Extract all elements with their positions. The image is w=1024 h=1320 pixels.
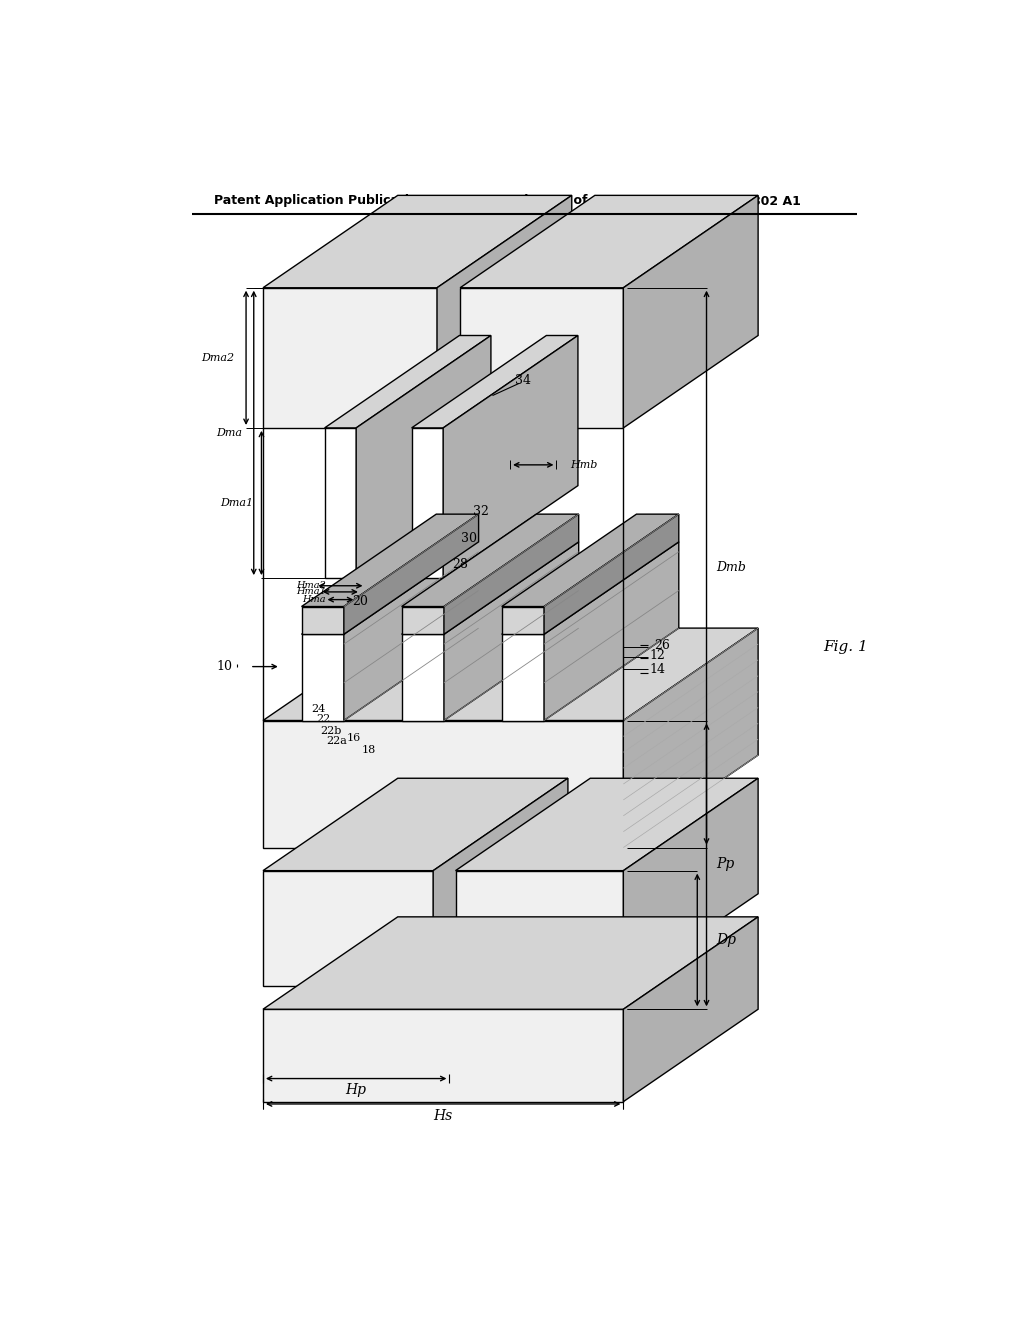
Polygon shape — [502, 635, 544, 721]
Polygon shape — [544, 515, 679, 635]
Polygon shape — [443, 335, 578, 578]
Text: Dma2: Dma2 — [202, 352, 234, 363]
Polygon shape — [456, 871, 624, 986]
Polygon shape — [624, 628, 758, 847]
Polygon shape — [401, 515, 579, 607]
Polygon shape — [437, 195, 571, 428]
Text: 22: 22 — [316, 714, 330, 723]
Polygon shape — [401, 607, 444, 635]
Text: 12: 12 — [649, 648, 666, 661]
Text: Hma2: Hma2 — [296, 581, 326, 590]
Polygon shape — [401, 635, 444, 721]
Polygon shape — [433, 779, 568, 986]
Text: Hmb: Hmb — [570, 459, 598, 470]
Polygon shape — [263, 288, 437, 428]
Polygon shape — [624, 917, 758, 1102]
Polygon shape — [263, 779, 568, 871]
Text: Hma: Hma — [302, 595, 326, 605]
Polygon shape — [444, 515, 579, 635]
Text: Pp: Pp — [716, 858, 734, 871]
Polygon shape — [412, 335, 578, 428]
Polygon shape — [263, 628, 758, 721]
Text: 32: 32 — [473, 504, 488, 517]
Polygon shape — [502, 543, 679, 635]
Text: 22b: 22b — [321, 726, 341, 735]
Polygon shape — [502, 607, 544, 635]
Polygon shape — [301, 543, 478, 635]
Text: Hs: Hs — [433, 1109, 453, 1122]
Polygon shape — [460, 288, 624, 428]
Text: 16: 16 — [347, 733, 361, 743]
Polygon shape — [544, 543, 679, 721]
Polygon shape — [301, 515, 478, 607]
Text: Dma1: Dma1 — [220, 498, 254, 508]
Polygon shape — [263, 871, 433, 986]
Polygon shape — [344, 515, 478, 635]
Text: 26: 26 — [654, 639, 670, 652]
Polygon shape — [263, 721, 624, 847]
Polygon shape — [502, 515, 679, 607]
Text: Hp: Hp — [346, 1084, 367, 1097]
Text: 20: 20 — [352, 594, 368, 607]
Text: Hma1: Hma1 — [296, 587, 326, 597]
Polygon shape — [263, 1010, 624, 1102]
Polygon shape — [325, 335, 490, 428]
Text: Dmb: Dmb — [716, 561, 745, 574]
Polygon shape — [356, 335, 490, 578]
Text: 34: 34 — [515, 374, 531, 387]
Text: 18: 18 — [362, 744, 377, 755]
Polygon shape — [401, 543, 579, 635]
Polygon shape — [301, 607, 344, 635]
Text: Dp: Dp — [716, 933, 736, 946]
Text: 30: 30 — [462, 532, 477, 545]
Polygon shape — [456, 779, 758, 871]
Text: Mar. 3, 2011   Sheet 1 of 4: Mar. 3, 2011 Sheet 1 of 4 — [415, 194, 601, 207]
Polygon shape — [325, 428, 356, 578]
Polygon shape — [444, 543, 579, 721]
Polygon shape — [263, 917, 758, 1010]
Text: Fig. 1: Fig. 1 — [823, 640, 868, 655]
Text: Dma: Dma — [216, 428, 243, 437]
Polygon shape — [624, 779, 758, 986]
Text: 10: 10 — [216, 660, 232, 673]
Text: 14: 14 — [649, 663, 666, 676]
Text: 22a: 22a — [327, 737, 347, 746]
Polygon shape — [460, 195, 758, 288]
Text: 24: 24 — [311, 704, 326, 714]
Polygon shape — [624, 195, 758, 428]
Text: Patent Application Publication: Patent Application Publication — [214, 194, 426, 207]
Polygon shape — [301, 635, 344, 721]
Polygon shape — [412, 428, 443, 578]
Text: US 2011/0052802 A1: US 2011/0052802 A1 — [653, 194, 801, 207]
Polygon shape — [263, 195, 571, 288]
Polygon shape — [344, 543, 478, 721]
Text: 28: 28 — [453, 558, 468, 572]
